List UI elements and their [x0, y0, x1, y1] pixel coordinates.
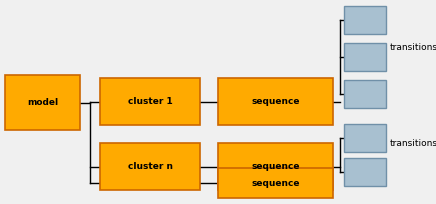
- FancyBboxPatch shape: [344, 158, 386, 186]
- Text: cluster 1: cluster 1: [128, 97, 172, 106]
- FancyBboxPatch shape: [344, 43, 386, 71]
- Text: transitions: transitions: [390, 140, 436, 149]
- Text: sequence: sequence: [251, 97, 300, 106]
- FancyBboxPatch shape: [100, 143, 200, 190]
- FancyBboxPatch shape: [218, 168, 333, 198]
- FancyBboxPatch shape: [218, 78, 333, 125]
- Text: cluster n: cluster n: [127, 162, 173, 171]
- FancyBboxPatch shape: [344, 80, 386, 108]
- Text: sequence: sequence: [251, 178, 300, 187]
- Text: model: model: [27, 98, 58, 107]
- FancyBboxPatch shape: [344, 6, 386, 34]
- Text: sequence: sequence: [251, 162, 300, 171]
- FancyBboxPatch shape: [5, 75, 80, 130]
- Text: transitions: transitions: [390, 42, 436, 51]
- FancyBboxPatch shape: [100, 78, 200, 125]
- FancyBboxPatch shape: [218, 143, 333, 190]
- FancyBboxPatch shape: [344, 124, 386, 152]
